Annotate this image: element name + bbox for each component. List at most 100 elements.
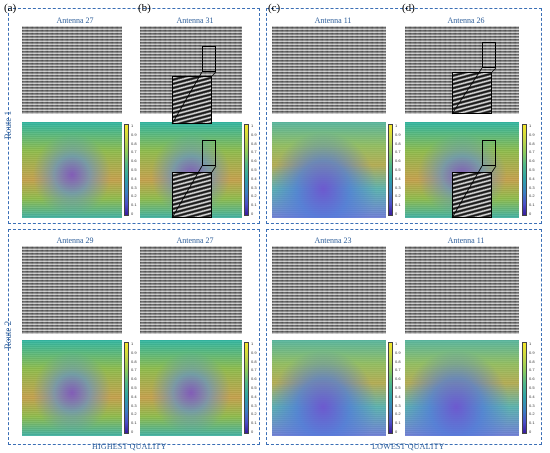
colorbar-tick-label: 0.8 [395,140,401,146]
colorbar-tick-label: 0.1 [395,420,401,426]
colorbar-r2-b [244,342,249,434]
colorbar-r2-c [388,342,393,434]
heatmap-r1-c [272,122,386,218]
colorbar-tick-label: 0.6 [251,158,257,164]
colorbar-tick-label: 0.7 [529,367,535,373]
colorbar-tick-label: 0.1 [131,420,137,426]
heatmap-r2-c [272,340,386,436]
caption-r2-antenna-29: Antenna 29 [56,236,94,245]
zoom-inset-b-bottom [172,172,212,218]
panel-letter-b: (b) [138,2,151,14]
colorbar-tick-label: 0.1 [529,202,535,208]
colorbar-tick-label: 0.4 [251,175,257,181]
heatmap-r2-d [405,340,519,436]
zoom-source-box-b-bottom [202,140,216,166]
frame-route2-left [8,229,260,445]
colorbar-tick-label: 0.7 [251,149,257,155]
heatmap-r2-b [140,340,242,436]
colorbar-tick-label: 0.7 [395,149,401,155]
colorbar-tick-label: 1 [395,123,398,128]
radargram-r1-c [272,26,386,114]
radargram-r2-a [22,246,122,334]
colorbar-tick-label: 0.9 [251,349,257,355]
colorbar-tick-label: 0.3 [131,402,137,408]
colorbar-tick-label: 0.9 [395,349,401,355]
colorbar-tick-label: 0.9 [529,349,535,355]
zoom-source-box-b-top [202,46,216,72]
zoom-source-box-d-bottom [482,140,496,166]
colorbar-r1-a [124,124,129,216]
colorbar-tick-label: 0.4 [529,175,535,181]
frame-route1-right [266,8,542,224]
colorbar-tick-label: 0.6 [131,376,137,382]
caption-r2-antenna-23: Antenna 23 [314,236,352,245]
colorbar-tick-label: 0.8 [251,358,257,364]
colorbar-tick-label: 0.1 [395,202,401,208]
colorbar-tick-label: 0.9 [395,131,401,137]
colorbar-tick-label: 0.8 [251,140,257,146]
colorbar-tick-label: 0.8 [529,358,535,364]
footer-highest-quality: HIGHEST QUALITY [92,442,167,451]
colorbar-tick-label: 0.2 [529,411,535,417]
caption-r2-antenna-27: Antenna 27 [176,236,214,245]
frame-route1-left [8,8,260,224]
colorbar-tick-label: 0 [251,429,254,434]
colorbar-tick-label: 0.3 [395,184,401,190]
colorbar-tick-label: 0 [395,211,398,216]
caption-r1-antenna-31: Antenna 31 [176,16,214,25]
colorbar-tick-label: 0.7 [131,367,137,373]
colorbar-tick-label: 0.4 [131,175,137,181]
colorbar-tick-label: 0.9 [131,349,137,355]
colorbar-tick-label: 0.2 [529,193,535,199]
colorbar-tick-label: 1 [131,123,134,128]
radargram-r2-c [272,246,386,334]
colorbar-tick-label: 0.4 [251,393,257,399]
colorbar-tick-label: 0.3 [529,402,535,408]
caption-r1-antenna-27: Antenna 27 [56,16,94,25]
colorbar-tick-label: 0.4 [529,393,535,399]
colorbar-tick-label: 0.8 [395,358,401,364]
panel-letter-c: (c) [268,2,281,14]
colorbar-tick-label: 0.9 [529,131,535,137]
colorbar-tick-label: 0.5 [131,167,137,172]
colorbar-tick-label: 0.8 [131,140,137,146]
colorbar-tick-label: 1 [251,123,254,128]
colorbar-tick-label: 0.5 [529,167,535,172]
heatmap-r2-a [22,340,122,436]
radargram-r2-d [405,246,519,334]
colorbar-tick-label: 0.5 [395,167,401,172]
colorbar-tick-label: 0.5 [131,385,137,390]
footer-lowest-quality: LOWEST QUALITY [372,442,445,451]
colorbar-tick-label: 0 [251,211,254,216]
zoom-inset-b-top [172,76,212,124]
colorbar-tick-label: 1 [131,341,134,346]
colorbar-r2-a [124,342,129,434]
colorbar-r1-b [244,124,249,216]
colorbar-tick-label: 0.2 [131,193,137,199]
colorbar-tick-label: 0.6 [395,376,401,382]
caption-r1-antenna-26: Antenna 26 [447,16,485,25]
caption-r2-antenna-11: Antenna 11 [447,236,485,245]
heatmap-r1-a [22,122,122,218]
colorbar-tick-label: 0.4 [395,175,401,181]
colorbar-tick-label: 1 [395,341,398,346]
colorbar-tick-label: 0.6 [529,376,535,382]
colorbar-tick-label: 1 [529,341,532,346]
radargram-r2-b [140,246,242,334]
colorbar-tick-label: 0 [131,211,134,216]
route-label-2: Route 2 [3,320,14,350]
colorbar-tick-label: 0 [131,429,134,434]
colorbar-tick-label: 0.2 [251,193,257,199]
caption-r1-antenna-11: Antenna 11 [314,16,352,25]
colorbar-tick-label: 0.7 [131,149,137,155]
colorbar-tick-label: 0.5 [529,385,535,390]
route-label-1: Route 1 [3,110,14,140]
colorbar-r1-d [522,124,527,216]
colorbar-tick-label: 0.9 [251,131,257,137]
colorbar-tick-label: 0.6 [529,158,535,164]
colorbar-tick-label: 0.4 [131,393,137,399]
colorbar-tick-label: 0.5 [251,385,257,390]
colorbar-tick-label: 0.4 [395,393,401,399]
colorbar-tick-label: 0.3 [251,184,257,190]
colorbar-tick-label: 1 [251,341,254,346]
